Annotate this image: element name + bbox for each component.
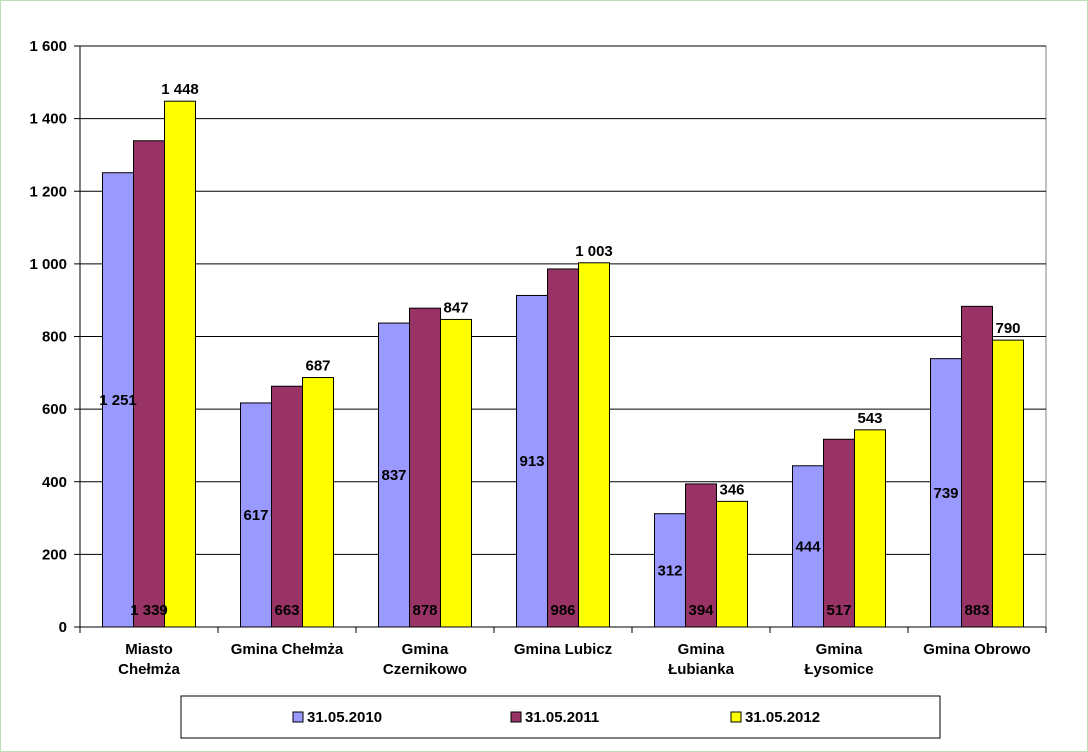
- bar: [854, 429, 886, 628]
- data-label: 394: [688, 602, 714, 619]
- category-label: Gmina Obrowo: [923, 641, 1031, 658]
- y-tick-label: 1 400: [29, 111, 67, 128]
- y-tick-label: 1 000: [29, 256, 67, 273]
- data-label: 986: [550, 602, 575, 619]
- legend: [180, 695, 941, 739]
- bar: [685, 483, 717, 628]
- bar: [792, 465, 824, 628]
- bar: [240, 402, 272, 628]
- bar: [654, 513, 686, 628]
- y-tick-label: 200: [42, 546, 67, 563]
- category-label: Chełmża: [118, 661, 180, 678]
- bar: [271, 385, 303, 628]
- y-tick-label: 1 600: [29, 38, 67, 55]
- legend-label: 31.05.2010: [307, 709, 382, 726]
- data-label: 1 339: [130, 602, 168, 619]
- bar: [440, 318, 472, 628]
- data-label: 312: [657, 562, 682, 579]
- category-label: Gmina Chełmża: [231, 641, 344, 658]
- data-label: 1 448: [161, 81, 199, 98]
- category-label: Czernikowo: [383, 661, 467, 678]
- y-tick-label: 1 200: [29, 183, 67, 200]
- bar: [102, 172, 134, 628]
- category-label: Łubianka: [668, 661, 735, 678]
- data-label: 1 251: [99, 392, 137, 409]
- category-label: Gmina: [678, 641, 725, 658]
- y-tick-label: 0: [59, 619, 67, 636]
- category-label: Gmina: [402, 641, 449, 658]
- bar: [302, 377, 334, 628]
- bar: [716, 500, 748, 628]
- data-label: 790: [995, 320, 1020, 337]
- data-label: 739: [933, 485, 958, 502]
- legend-swatch: [510, 711, 522, 723]
- bar: [930, 358, 962, 628]
- data-label: 913: [519, 453, 544, 470]
- data-label: 663: [274, 602, 299, 619]
- data-label: 346: [719, 481, 744, 498]
- data-label: 847: [443, 299, 468, 316]
- category-label: Gmina: [816, 641, 863, 658]
- data-label: 543: [857, 410, 882, 427]
- bar: [578, 262, 610, 628]
- bar: [133, 140, 165, 628]
- bar: [164, 100, 196, 628]
- bar: [823, 438, 855, 628]
- category-label: Miasto: [125, 641, 173, 658]
- legend-label: 31.05.2011: [525, 709, 599, 726]
- data-label: 517: [826, 602, 851, 619]
- bar: [547, 268, 579, 628]
- y-tick-label: 400: [42, 474, 67, 491]
- data-label: 444: [795, 538, 821, 555]
- bar: [992, 339, 1024, 628]
- data-label: 1 003: [575, 243, 613, 260]
- bar: [409, 307, 441, 628]
- category-label: Gmina Lubicz: [514, 641, 612, 658]
- y-tick-label: 800: [42, 329, 67, 346]
- category-label: Łysomice: [804, 661, 873, 678]
- data-label: 687: [305, 358, 330, 375]
- legend-label: 31.05.2012: [745, 709, 820, 726]
- data-label: 837: [381, 467, 406, 484]
- legend-swatch: [730, 711, 742, 723]
- y-tick-label: 600: [42, 401, 67, 418]
- bar: [516, 294, 548, 628]
- legend-swatch: [292, 711, 304, 723]
- data-label: 878: [412, 602, 437, 619]
- bar: [961, 305, 993, 628]
- data-label: 883: [964, 602, 989, 619]
- data-label: 617: [243, 507, 268, 524]
